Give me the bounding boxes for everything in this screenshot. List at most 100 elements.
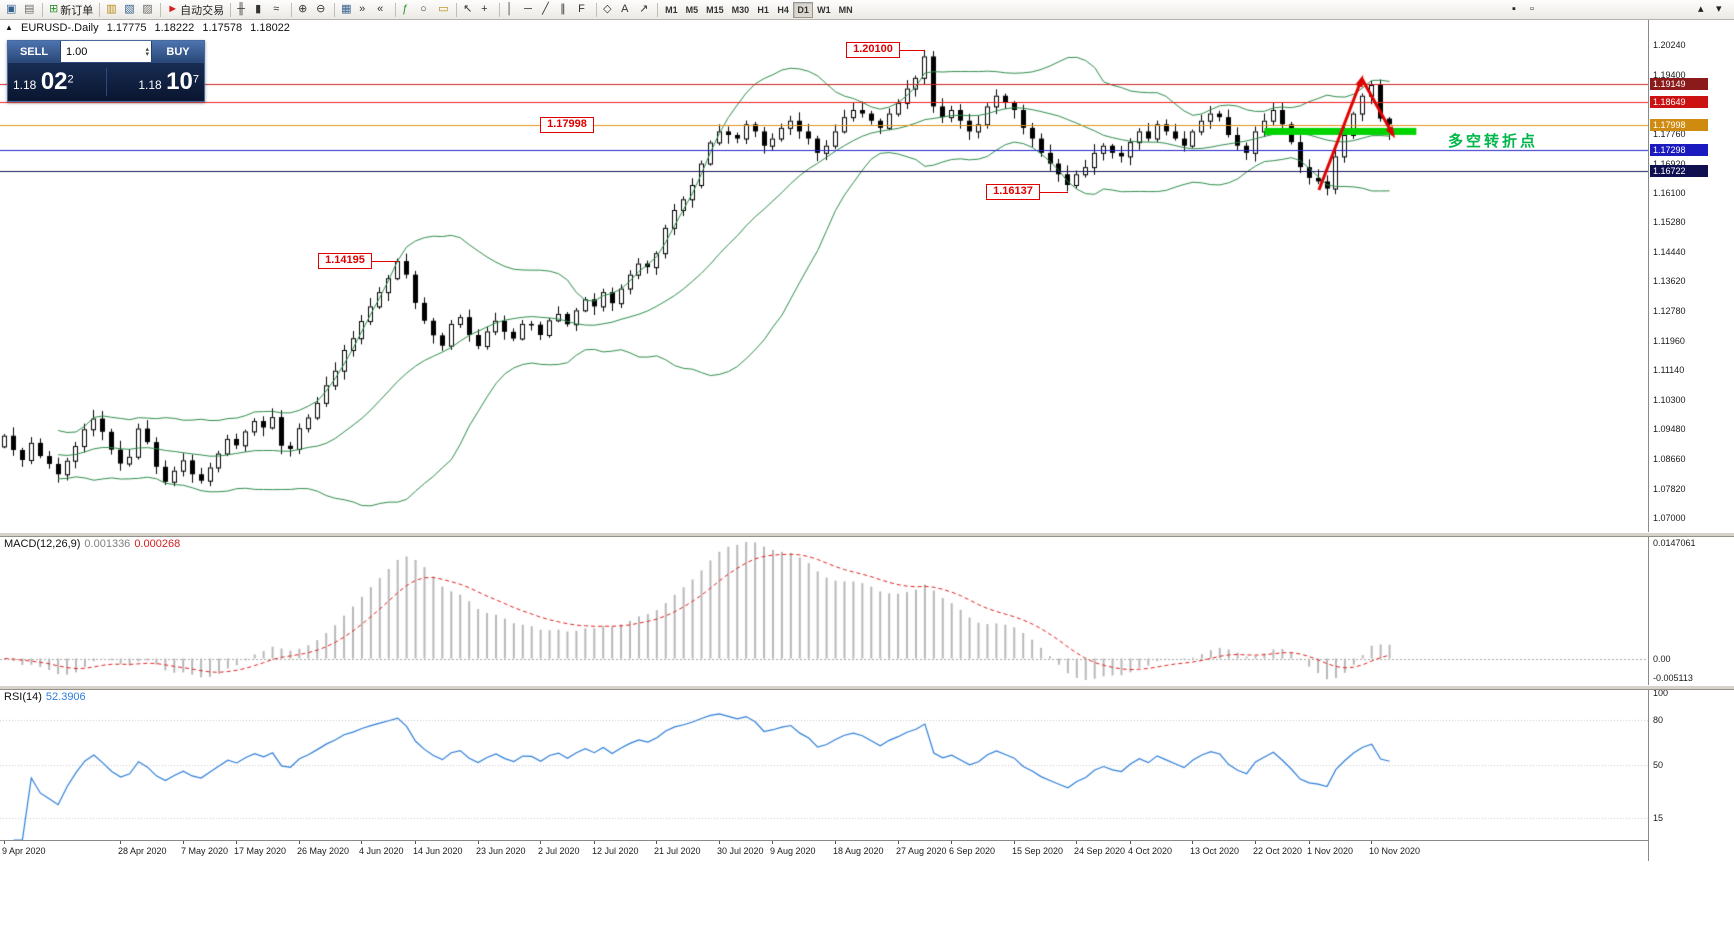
new-order-button[interactable]: ⊞ 新订单 — [46, 1, 96, 19]
crosshair-button[interactable]: + — [478, 1, 496, 19]
time-axis-label: 6 Sep 2020 — [949, 846, 996, 856]
time-axis-label: 7 May 2020 — [181, 846, 229, 856]
time-axis-label: 15 Sep 2020 — [1012, 846, 1064, 856]
text-label-button[interactable]: A — [618, 1, 636, 19]
candlestick-mode-button[interactable]: ▮ — [252, 1, 270, 19]
sell-button[interactable]: SELL — [8, 41, 60, 62]
toolbar-scroll-up-button[interactable]: ▴ — [1695, 1, 1713, 19]
volume-up-icon[interactable]: ▴ — [145, 45, 149, 53]
annotation-text[interactable]: 多空转折点 — [1448, 132, 1539, 150]
time-axis-label: 12 Jul 2020 — [592, 846, 639, 856]
volume-down-icon[interactable]: ▾ — [145, 50, 149, 58]
one-click-trading-panel: SELL 1.00 ▴ ▾ BUY 1.18 022 1.18 107 — [7, 40, 205, 102]
timeframe-mn-button[interactable]: MN — [835, 2, 857, 18]
arrow-objects-button[interactable]: ↗ — [636, 1, 654, 19]
price-callout[interactable]: 1.17998 — [540, 117, 594, 134]
price-axis[interactable]: 1.20240 1.19400 1.17760 1.16920 1.16100 1.152… — [1648, 20, 1734, 861]
bar-chart-mode-button[interactable]: ╫ — [234, 1, 252, 19]
time-axis[interactable]: 9 Apr 2020 28 Apr 2020 7 May 2020 17 May 20… — [0, 840, 1648, 861]
shapes-button[interactable]: ◇ — [600, 1, 618, 19]
time-tick — [1192, 841, 1193, 844]
zoom-in-button[interactable]: ⊕ — [295, 1, 313, 19]
timeframe-h4-button[interactable]: H4 — [773, 2, 793, 18]
bid-price[interactable]: 1.18 022 — [8, 66, 106, 98]
auto-trading-label: 自动交易 — [180, 4, 225, 17]
macd-canvas[interactable] — [0, 537, 1648, 685]
time-axis-label: 26 May 2020 — [297, 846, 350, 856]
new-chart-icon: ▣ — [6, 3, 17, 15]
price-axis-label: 1.09480 — [1653, 424, 1686, 435]
pane-separator[interactable] — [0, 532, 1734, 537]
price-axis-label: 1.07000 — [1653, 512, 1686, 523]
ask-price[interactable]: 1.18 107 — [107, 66, 205, 98]
equidistant-channel-button[interactable]: ∥ — [557, 1, 575, 19]
time-tick — [120, 841, 121, 844]
tile-windows-button[interactable]: ▦ — [338, 1, 356, 19]
timeframe-w1-button[interactable]: W1 — [813, 2, 835, 18]
timeframe-d1-button[interactable]: D1 — [793, 1, 814, 18]
ask-pipette: 7 — [192, 73, 199, 86]
cursor-icon: ↖ — [463, 3, 473, 15]
ohlc-close: 1.18022 — [250, 22, 290, 34]
market-watch-button[interactable]: ▥ — [103, 1, 121, 19]
time-tick — [183, 841, 184, 844]
line-chart-mode-button[interactable]: ≈ — [270, 1, 288, 19]
terminal-icon: ▨ — [142, 3, 153, 15]
dock-button[interactable]: ▪ — [1509, 1, 1527, 19]
pane-separator[interactable] — [0, 685, 1734, 690]
toolbar-separator — [334, 2, 336, 17]
price-callout[interactable]: 1.14195 — [318, 252, 372, 269]
timeframe-m1-button[interactable]: M1 — [661, 2, 682, 18]
market-watch-icon: ▥ — [106, 3, 117, 15]
chart-profiles-button[interactable]: ▤ — [21, 1, 39, 19]
time-tick — [835, 841, 836, 844]
volume-field[interactable]: 1.00 ▴ ▾ — [60, 41, 152, 62]
horizontal-line-button[interactable]: ─ — [521, 1, 539, 19]
time-axis-label: 28 Apr 2020 — [118, 846, 167, 856]
auto-trading-button[interactable]: ► 自动交易 — [164, 1, 227, 19]
toolbar-separator — [596, 2, 598, 17]
time-axis-label: 9 Apr 2020 — [2, 846, 46, 856]
toolbar-separator — [42, 2, 43, 17]
indicators-button[interactable]: ƒ — [399, 1, 417, 19]
zoom-out-button[interactable]: ⊖ — [313, 1, 331, 19]
time-axis-label: 13 Oct 2020 — [1190, 846, 1240, 856]
rsi-canvas[interactable] — [0, 690, 1648, 840]
ask-pips: 10 — [166, 67, 193, 95]
horizontal-line-icon: ─ — [524, 3, 532, 15]
price-chart-canvas[interactable] — [0, 20, 1648, 532]
timeframe-m5-button[interactable]: M5 — [682, 2, 703, 18]
time-tick — [1309, 841, 1310, 844]
fibonacci-button[interactable]: F — [575, 1, 593, 19]
trendline-button[interactable]: ╱ — [539, 1, 557, 19]
price-axis-label: 1.19400 — [1653, 70, 1686, 80]
auto-scroll-button[interactable]: » — [356, 1, 374, 19]
time-tick — [719, 841, 720, 844]
toolbar-scroll-down-button[interactable]: ▾ — [1713, 1, 1731, 19]
data-window-button[interactable]: ▧ — [121, 1, 139, 19]
timeframe-m30-button[interactable]: M30 — [728, 2, 754, 18]
templates-button[interactable]: ▭ — [435, 1, 453, 19]
price-callout[interactable]: 1.16137 — [986, 183, 1040, 200]
price-callout[interactable]: 1.20100 — [846, 42, 900, 58]
vertical-line-button[interactable]: │ — [503, 1, 521, 19]
buy-button[interactable]: BUY — [152, 41, 204, 62]
shapes-icon: ◇ — [603, 3, 612, 15]
price-axis-label: 1.16100 — [1653, 187, 1686, 198]
macd-axis-min: -0.005113 — [1653, 673, 1693, 683]
terminal-button[interactable]: ▨ — [139, 1, 157, 19]
float-button[interactable]: ▫ — [1527, 1, 1545, 19]
float-icon: ▫ — [1530, 3, 1534, 15]
new-chart-button[interactable]: ▣ — [3, 1, 21, 19]
zoom-in-icon: ⊕ — [298, 3, 308, 15]
cursor-button[interactable]: ↖ — [460, 1, 478, 19]
timeframe-m15-button[interactable]: M15 — [702, 2, 728, 18]
periods-button[interactable]: ○ — [417, 1, 435, 19]
time-axis-label: 14 Jun 2020 — [413, 846, 463, 856]
collapse-icon[interactable]: ▲ — [5, 23, 13, 32]
volume-spinner[interactable]: ▴ ▾ — [145, 45, 149, 58]
price-axis-label: 1.16920 — [1653, 158, 1686, 169]
timeframe-h1-button[interactable]: H1 — [753, 2, 773, 18]
time-axis-label: 22 Oct 2020 — [1253, 846, 1303, 856]
chart-shift-button[interactable]: « — [374, 1, 392, 19]
